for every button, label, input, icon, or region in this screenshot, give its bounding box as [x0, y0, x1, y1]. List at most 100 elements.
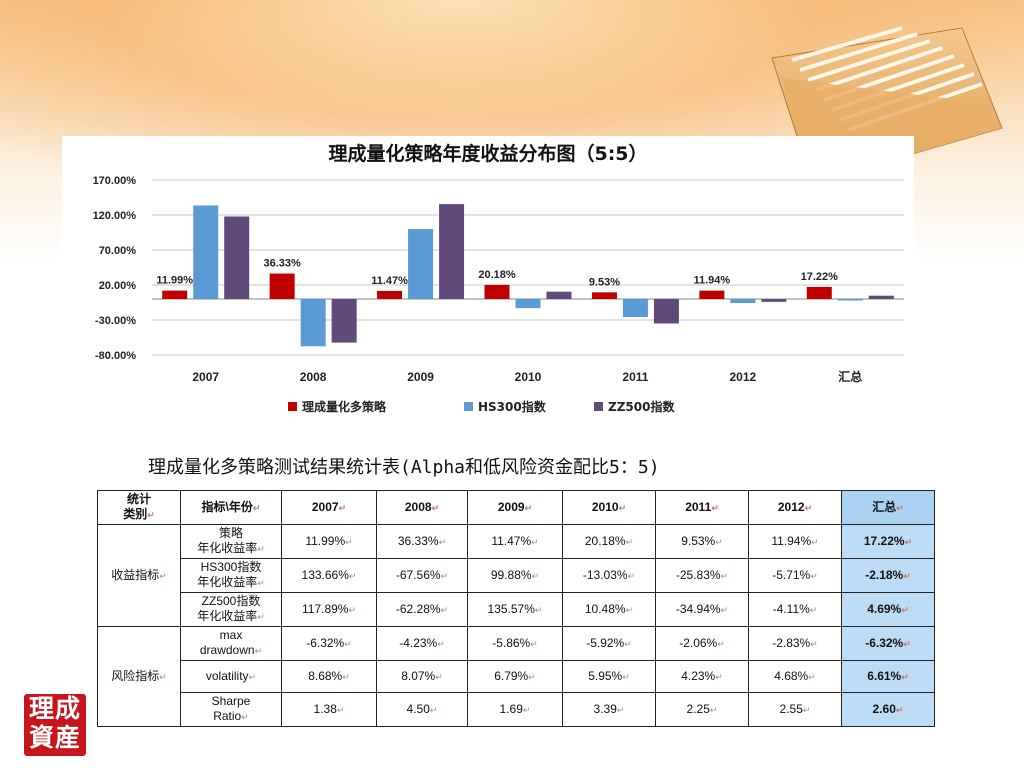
y-tick-label: 20.00%: [99, 280, 137, 292]
paragraph-mark-icon: ↵: [709, 704, 718, 715]
legend-swatch: [288, 402, 297, 411]
paragraph-mark-icon: ↵: [528, 671, 536, 682]
value-text: 10.48%: [584, 601, 626, 616]
bar-hs300: [837, 299, 863, 301]
value-cell: 6.79%↵: [467, 660, 563, 693]
paragraph-mark-icon: ↵: [624, 638, 632, 649]
metric-label-cell: 策略 年化收益率↵: [180, 524, 282, 559]
header-cell: 汇总↵: [841, 490, 935, 525]
header-cell: 指标\年份↵: [180, 490, 282, 525]
value-text: 1.69: [499, 701, 523, 716]
bar-zz500: [868, 295, 894, 299]
metric-label-cell: Sharpe Ratio↵: [180, 692, 282, 727]
value-cell: 99.88%↵: [467, 558, 563, 593]
total-cell: -2.18%↵: [841, 558, 935, 593]
x-tick-label: 2011: [622, 370, 648, 384]
value-text: 3.39: [593, 701, 617, 716]
metric-label-text: 策略: [218, 526, 243, 540]
value-text: 4.23%: [681, 668, 716, 683]
paragraph-mark-icon: ↵: [345, 536, 353, 547]
logo-line-2: 資産: [28, 723, 81, 752]
paragraph-mark-icon: ↵: [438, 536, 447, 547]
paragraph-mark-icon: ↵: [431, 502, 440, 513]
x-tick-label: 2010: [515, 370, 542, 384]
value-cell: -5.86%↵: [467, 626, 563, 661]
bar-zz500: [761, 299, 787, 302]
value-cell: -5.92%↵: [562, 626, 656, 661]
bar-strategy: [484, 284, 510, 299]
bar-zz500: [546, 291, 572, 299]
header-text: 指标\年份: [201, 499, 253, 514]
value-cell: 5.95%↵: [562, 660, 656, 693]
paragraph-mark-icon: ↵: [809, 604, 818, 615]
bar-strategy: [806, 286, 832, 299]
paragraph-mark-icon: ↵: [896, 502, 904, 513]
legend-swatch: [464, 402, 473, 411]
header-text: 2008: [404, 499, 432, 514]
value-text: -2.83%: [772, 635, 811, 650]
paragraph-mark-icon: ↵: [895, 704, 904, 715]
paragraph-mark-icon: ↵: [530, 638, 538, 649]
x-tick-label: 汇总: [838, 369, 862, 384]
header-cell: 2009↵: [467, 490, 563, 525]
company-logo: 理成 資産: [24, 694, 86, 756]
metric-label-text: 年化收益率: [197, 541, 258, 555]
chart-title: 理成量化策略年度收益分布图（5:5）: [328, 142, 647, 165]
data-label: 9.53%: [589, 276, 620, 288]
value-cell: 4.68%↵: [748, 660, 842, 693]
bar-hs300: [300, 299, 326, 347]
total-text: 17.22%: [863, 533, 905, 548]
paragraph-mark-icon: ↵: [440, 604, 449, 615]
bar-strategy: [699, 290, 725, 299]
header-cell: 2008↵: [376, 490, 468, 525]
header-cell: 统计 类别↵: [97, 490, 181, 525]
legend-label: 理成量化多策略: [302, 399, 387, 414]
header-text: 2007: [311, 499, 339, 514]
bar-zz500: [331, 299, 357, 343]
paragraph-mark-icon: ↵: [338, 502, 347, 513]
paragraph-mark-icon: ↵: [524, 502, 533, 513]
paragraph-mark-icon: ↵: [625, 604, 634, 615]
paragraph-mark-icon: ↵: [711, 502, 719, 513]
value-text: 99.88%: [490, 567, 532, 582]
value-cell: 8.68%↵: [281, 660, 377, 693]
paragraph-mark-icon: ↵: [159, 671, 167, 682]
total-cell: -6.32%↵: [841, 626, 935, 661]
paragraph-mark-icon: ↵: [257, 578, 265, 588]
total-text: -2.18%: [865, 567, 904, 582]
total-text: 6.61%: [867, 668, 902, 683]
total-cell: 4.69%↵: [841, 592, 935, 627]
paragraph-mark-icon: ↵: [336, 704, 345, 715]
paragraph-mark-icon: ↵: [344, 638, 352, 649]
paragraph-mark-icon: ↵: [804, 502, 813, 513]
category-cell: 风险指标↵: [97, 626, 181, 727]
value-cell: 4.50↵: [376, 692, 468, 727]
paragraph-mark-icon: ↵: [429, 704, 438, 715]
value-text: -4.11%: [772, 601, 810, 616]
value-text: -6.32%: [306, 635, 345, 650]
paragraph-mark-icon: ↵: [808, 671, 816, 682]
y-tick-label: -30.00%: [95, 315, 136, 327]
value-cell: -25.83%↵: [655, 558, 749, 593]
paragraph-mark-icon: ↵: [252, 502, 261, 513]
value-text: 2.25: [686, 701, 710, 716]
paragraph-mark-icon: ↵: [348, 570, 357, 581]
value-text: 20.18%: [584, 533, 626, 548]
paragraph-mark-icon: ↵: [159, 570, 167, 581]
table-row: ZZ500指数 年化收益率↵ 117.89%↵ -62.28%↵ 135.57%↵ 10.…: [98, 592, 935, 627]
value-text: 4.68%: [774, 668, 809, 683]
legend-label: HS300指数: [478, 399, 547, 414]
table-row: 风险指标↵ max drawdown↵ -6.32%↵ -4.23%↵ -5.86%↵ -5…: [97, 626, 935, 727]
value-cell: 36.33%↵: [376, 524, 468, 559]
paragraph-mark-icon: ↵: [625, 536, 634, 547]
value-cell: 2.25↵: [655, 692, 749, 727]
value-cell: 1.38↵: [281, 692, 377, 727]
table-caption: 理成量化多策略测试结果统计表(Alpha和低风险资金配比5：5): [148, 457, 660, 478]
paragraph-mark-icon: ↵: [616, 704, 625, 715]
value-text: 36.33%: [397, 533, 439, 548]
header-text: 类别: [123, 507, 148, 521]
metric-label-text: Ratio: [213, 709, 242, 723]
paragraph-mark-icon: ↵: [903, 638, 911, 649]
total-text: 4.69%: [867, 601, 902, 616]
value-cell: 117.89%↵: [281, 592, 377, 627]
